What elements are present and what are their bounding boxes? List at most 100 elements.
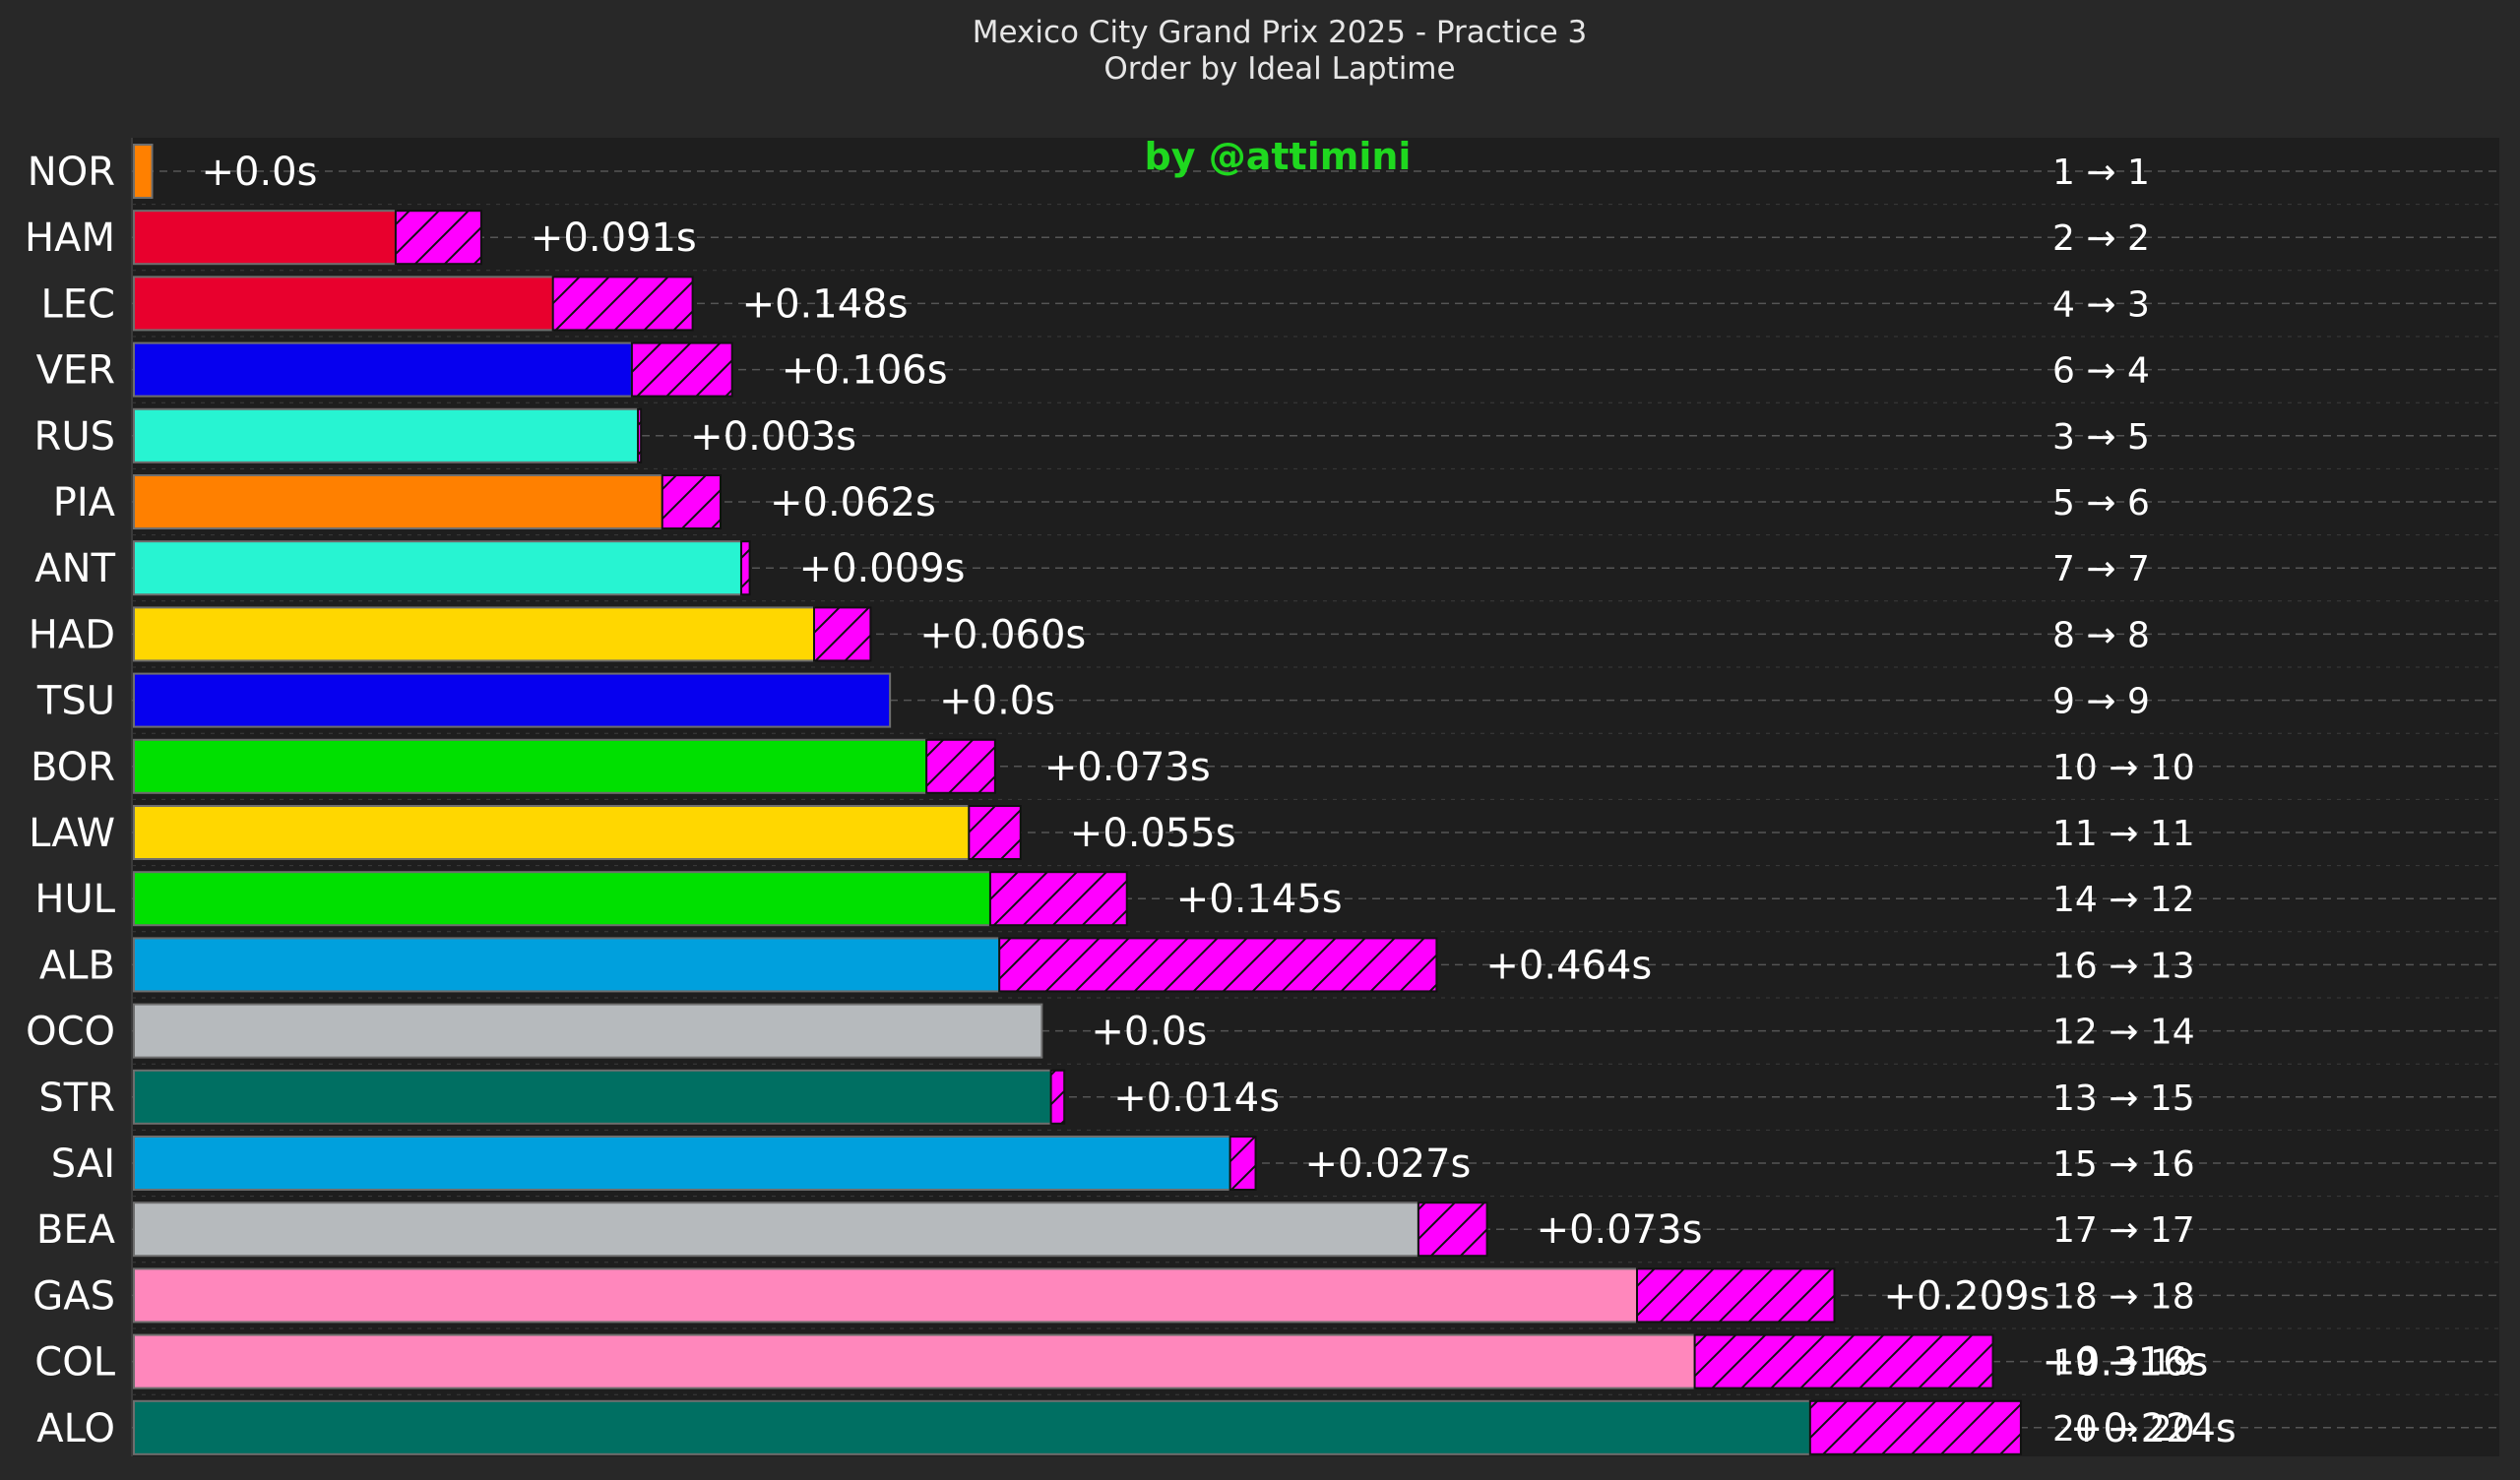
delta-label-alo: +0.224s: [2070, 1406, 2236, 1451]
bar-bea: [133, 1202, 1419, 1258]
position-label-hul: 14 → 12: [2052, 880, 2195, 920]
bar-alb: [133, 937, 1001, 993]
tick-label-pia: PIA: [53, 480, 116, 525]
position-label-alb: 16 → 13: [2052, 946, 2195, 986]
position-label-sai: 15 → 16: [2052, 1144, 2195, 1185]
delta-label-str: +0.014s: [1113, 1076, 1280, 1121]
tick-label-hul: HUL: [34, 877, 115, 922]
delta-label-tsu: +0.0s: [939, 679, 1055, 724]
delta-bar-pia: [661, 474, 722, 529]
delta-bar-col: [1693, 1333, 1994, 1389]
tick-label-bea: BEA: [36, 1207, 116, 1253]
bar-rus: [133, 407, 640, 463]
plot-area: [132, 138, 2499, 1456]
tick-label-str: STR: [38, 1076, 115, 1121]
tick-label-alo: ALO: [36, 1406, 115, 1451]
position-label-ham: 2 → 2: [2052, 218, 2150, 259]
bar-sai: [133, 1136, 1231, 1191]
position-label-tsu: 9 → 9: [2052, 682, 2150, 722]
bar-nor: [133, 144, 154, 199]
delta-bar-alo: [1808, 1399, 2022, 1455]
tick-label-alb: ALB: [39, 943, 115, 988]
bar-had: [133, 606, 816, 662]
tick-label-gas: GAS: [32, 1273, 115, 1319]
position-label-lec: 4 → 3: [2052, 284, 2150, 325]
author-credit: by @attimini: [1145, 135, 1412, 178]
delta-label-law: +0.055s: [1070, 811, 1236, 856]
bar-hul: [133, 871, 991, 927]
tick-label-ver: VER: [36, 348, 115, 394]
delta-label-nor: +0.0s: [202, 150, 318, 195]
bar-bor: [133, 738, 928, 794]
delta-label-sai: +0.027s: [1305, 1141, 1472, 1187]
position-label-bea: 17 → 17: [2052, 1210, 2195, 1251]
delta-bar-gas: [1635, 1267, 1836, 1324]
position-label-gas: 18 → 18: [2052, 1276, 2195, 1317]
bar-tsu: [133, 672, 892, 728]
delta-label-pia: +0.062s: [770, 480, 936, 525]
bar-pia: [133, 474, 663, 529]
delta-label-ant: +0.009s: [799, 546, 966, 591]
position-label-ant: 7 → 7: [2052, 549, 2150, 589]
bar-col: [133, 1333, 1696, 1389]
tick-label-ant: ANT: [34, 546, 115, 591]
delta-bar-sai: [1228, 1136, 1257, 1191]
position-label-law: 11 → 11: [2052, 814, 2195, 854]
tick-label-sai: SAI: [51, 1141, 115, 1187]
delta-label-col: +0.316s: [2043, 1340, 2209, 1386]
delta-bar-lec: [551, 276, 694, 332]
bar-alo: [133, 1399, 1811, 1455]
position-label-had: 8 → 8: [2052, 615, 2150, 655]
bar-ham: [133, 210, 397, 266]
delta-label-had: +0.060s: [919, 612, 1086, 657]
delta-label-ver: +0.106s: [782, 348, 948, 394]
delta-label-bor: +0.073s: [1044, 745, 1211, 790]
delta-bar-rus: [637, 407, 643, 463]
delta-bar-had: [813, 606, 872, 662]
delta-label-ham: +0.091s: [531, 216, 697, 261]
tick-label-oco: OCO: [26, 1010, 115, 1055]
bar-law: [133, 805, 971, 860]
position-label-rus: 3 → 5: [2052, 417, 2150, 458]
tick-label-lec: LEC: [41, 281, 116, 327]
delta-label-lec: +0.148s: [742, 281, 909, 327]
position-label-str: 13 → 15: [2052, 1079, 2195, 1119]
delta-bar-ant: [739, 540, 751, 596]
delta-label-alb: +0.464s: [1485, 943, 1652, 988]
tick-label-col: COL: [34, 1340, 115, 1386]
position-label-pia: 5 → 6: [2052, 483, 2150, 524]
labels: NOR +0.0s 1 → 1 HAM +0.091s 2 → 2 LEC +0.148s 4 …: [25, 150, 2236, 1451]
delta-bar-law: [968, 805, 1022, 860]
chart-title: Mexico City Grand Prix 2025 - Practice 3: [973, 15, 1588, 50]
delta-bar-str: [1049, 1069, 1066, 1125]
tick-label-ham: HAM: [25, 216, 115, 261]
delta-label-rus: +0.003s: [690, 414, 856, 460]
position-label-nor: 1 → 1: [2052, 153, 2150, 193]
position-label-bor: 10 → 10: [2052, 748, 2195, 788]
grid-lines: [132, 170, 2499, 1429]
delta-label-hul: +0.145s: [1176, 877, 1343, 922]
delta-bar-ham: [394, 210, 482, 266]
bar-lec: [133, 276, 554, 332]
position-label-col: 19 → 19: [2052, 1343, 2195, 1384]
position-label-ver: 6 → 4: [2052, 351, 2150, 392]
bars: [133, 144, 2022, 1455]
delta-label-gas: +0.209s: [1884, 1273, 2050, 1319]
delta-bar-alb: [998, 937, 1438, 993]
bar-oco: [133, 1003, 1043, 1059]
bar-ant: [133, 540, 742, 596]
tick-label-nor: NOR: [28, 150, 115, 195]
bar-str: [133, 1069, 1052, 1125]
tick-label-rus: RUS: [34, 414, 115, 460]
bar-ver: [133, 341, 633, 398]
tick-label-law: LAW: [29, 811, 115, 856]
tick-label-tsu: TSU: [36, 679, 115, 724]
position-label-alo: 20 → 20: [2052, 1409, 2195, 1449]
delta-bar-bea: [1417, 1202, 1488, 1258]
position-label-oco: 12 → 14: [2052, 1013, 2195, 1053]
tick-label-had: HAD: [29, 612, 115, 657]
bar-gas: [133, 1267, 1638, 1324]
delta-label-bea: +0.073s: [1537, 1207, 1703, 1253]
delta-bar-hul: [988, 871, 1128, 927]
